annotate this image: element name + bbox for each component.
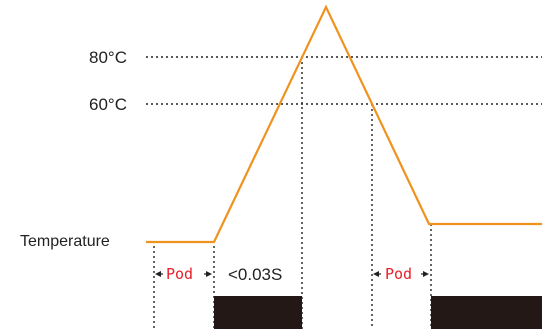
block-left bbox=[214, 296, 302, 329]
level-60-label: 60°C bbox=[89, 95, 127, 114]
interval-arrows-first bbox=[155, 271, 212, 277]
interval-arrows-second bbox=[373, 271, 429, 277]
interval-transition-label: <0.03S bbox=[228, 265, 283, 284]
temperature-curve bbox=[146, 4, 542, 244]
block-right bbox=[431, 296, 542, 329]
level-80-label: 80°C bbox=[89, 48, 127, 67]
baseline-label: Temperature bbox=[20, 233, 110, 250]
interval-first-label: Pod bbox=[166, 265, 194, 283]
interval-second-label: Pod bbox=[385, 265, 413, 283]
